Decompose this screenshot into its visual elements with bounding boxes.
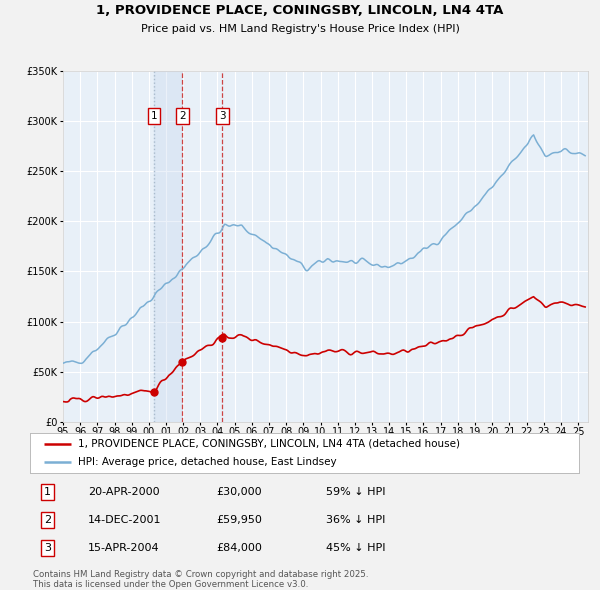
Text: £84,000: £84,000 [217,543,263,553]
Text: 1: 1 [151,111,157,121]
Text: 1: 1 [44,487,51,497]
Text: £59,950: £59,950 [217,515,263,525]
Bar [154,71,182,422]
Text: 14-DEC-2001: 14-DEC-2001 [88,515,161,525]
Text: £30,000: £30,000 [217,487,262,497]
Text: 2: 2 [44,515,51,525]
Text: Contains HM Land Registry data © Crown copyright and database right 2025.
This d: Contains HM Land Registry data © Crown c… [33,570,368,589]
Text: 3: 3 [44,543,51,553]
Text: HPI: Average price, detached house, East Lindsey: HPI: Average price, detached house, East… [79,457,337,467]
Text: 1, PROVIDENCE PLACE, CONINGSBY, LINCOLN, LN4 4TA: 1, PROVIDENCE PLACE, CONINGSBY, LINCOLN,… [97,4,503,17]
Text: 20-APR-2000: 20-APR-2000 [88,487,159,497]
Text: 15-APR-2004: 15-APR-2004 [88,543,159,553]
Text: 1, PROVIDENCE PLACE, CONINGSBY, LINCOLN, LN4 4TA (detached house): 1, PROVIDENCE PLACE, CONINGSBY, LINCOLN,… [79,439,460,449]
Text: Price paid vs. HM Land Registry's House Price Index (HPI): Price paid vs. HM Land Registry's House … [140,24,460,34]
Text: 36% ↓ HPI: 36% ↓ HPI [326,515,386,525]
Text: 45% ↓ HPI: 45% ↓ HPI [326,543,386,553]
Text: 59% ↓ HPI: 59% ↓ HPI [326,487,386,497]
Text: 3: 3 [219,111,226,121]
Text: 2: 2 [179,111,185,121]
